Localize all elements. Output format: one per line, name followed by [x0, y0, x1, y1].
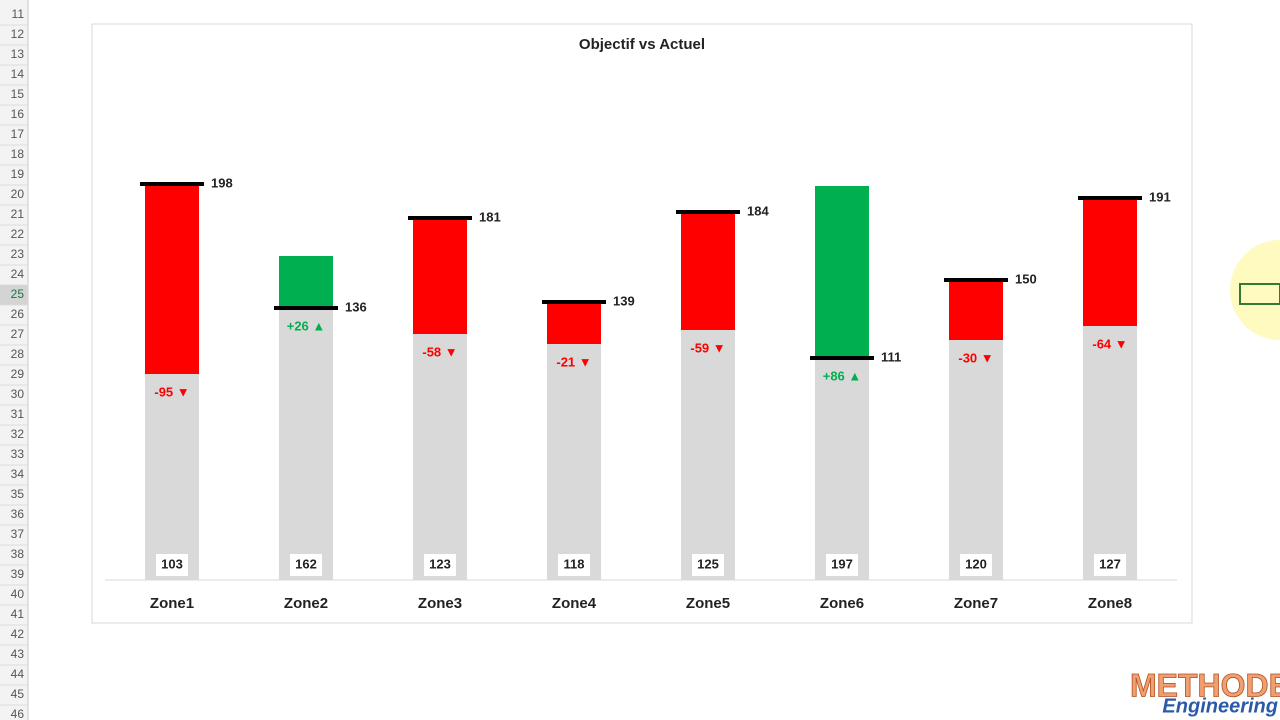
row-number: 28 [11, 347, 25, 361]
target-label: 191 [1149, 189, 1171, 204]
row-number: 20 [11, 187, 25, 201]
x-tick-label: Zone7 [954, 595, 998, 612]
logo-title: METHODES [1130, 667, 1280, 703]
actual-label: 197 [831, 556, 853, 571]
x-tick-label: Zone4 [552, 595, 597, 612]
actual-bar [145, 374, 199, 580]
variance-bar [815, 186, 869, 358]
row-number: 18 [11, 147, 25, 161]
x-tick-label: Zone6 [820, 595, 864, 612]
row-number: 34 [11, 467, 25, 481]
actual-label-box [290, 554, 322, 576]
actual-label-box [692, 554, 724, 576]
row-number: 12 [11, 27, 25, 41]
x-tick-label: Zone1 [150, 595, 194, 612]
row-number: 22 [11, 227, 25, 241]
row-number: 36 [11, 507, 25, 521]
x-tick-label: Zone5 [686, 595, 730, 612]
row-number: 31 [11, 407, 25, 421]
target-label: 181 [479, 209, 501, 224]
variance-bar [279, 256, 333, 308]
x-tick-label: Zone2 [284, 595, 328, 612]
row-number: 21 [11, 207, 25, 221]
variance-bar [413, 218, 467, 334]
row-number: 40 [11, 587, 25, 601]
row-number: 19 [11, 167, 25, 181]
actual-label: 125 [697, 556, 719, 571]
actual-label: 103 [161, 556, 183, 571]
x-tick-label: Zone3 [418, 595, 462, 612]
row-number: 13 [11, 47, 25, 61]
chart-title: Objectif vs Actuel [579, 36, 705, 53]
variance-label: +86 ▲ [823, 368, 862, 383]
actual-bar [949, 340, 1003, 580]
selected-cell [1239, 283, 1280, 305]
x-tick-label: Zone8 [1088, 595, 1132, 612]
variance-label: -59 ▼ [690, 340, 725, 355]
row-number: 46 [11, 707, 25, 720]
actual-bar [1083, 326, 1137, 580]
actual-label: 120 [965, 556, 987, 571]
row-number: 24 [11, 267, 25, 281]
row-number: 41 [11, 607, 25, 621]
row-number: 33 [11, 447, 25, 461]
row-number: 27 [11, 327, 25, 341]
row-number: 30 [11, 387, 25, 401]
variance-bar [681, 212, 735, 330]
row-number: 17 [11, 127, 25, 141]
row-number: 32 [11, 427, 25, 441]
actual-label-box [558, 554, 590, 576]
row-number: 11 [12, 7, 25, 21]
row-number: 15 [11, 87, 25, 101]
variance-label: -64 ▼ [1092, 336, 1127, 351]
row-number: 43 [11, 647, 25, 661]
actual-bar [681, 330, 735, 580]
row-number: 45 [11, 687, 25, 701]
variance-label: +26 ▲ [287, 318, 326, 333]
target-label: 184 [747, 203, 769, 218]
row-number: 16 [11, 107, 25, 121]
actual-label-box [156, 554, 188, 576]
actual-label: 118 [564, 556, 585, 571]
actual-label: 162 [295, 556, 317, 571]
variance-label: -30 ▼ [958, 350, 993, 365]
actual-label: 123 [429, 556, 451, 571]
row-number: 26 [11, 307, 25, 321]
actual-label: 127 [1099, 556, 1121, 571]
variance-label: -21 ▼ [556, 354, 591, 369]
target-label: 150 [1015, 271, 1037, 286]
target-label: 139 [613, 293, 635, 308]
variance-bar [949, 280, 1003, 340]
active-row-header [0, 285, 28, 305]
row-number: 44 [11, 667, 25, 681]
actual-bar [547, 344, 601, 580]
actual-label-box [960, 554, 992, 576]
target-label: 111 [881, 349, 901, 364]
actual-bar [413, 334, 467, 580]
variance-label: -58 ▼ [422, 344, 457, 359]
row-number: 14 [11, 67, 25, 81]
row-number: 29 [11, 367, 25, 381]
target-label: 136 [345, 299, 367, 314]
variance-bar [1083, 198, 1137, 326]
cursor-highlight [1230, 240, 1280, 340]
row-number: 25 [11, 287, 25, 301]
row-number: 35 [11, 487, 25, 501]
chart-frame [91, 23, 1193, 624]
target-label: 198 [211, 175, 233, 190]
variance-bar [547, 302, 601, 344]
row-number: 38 [11, 547, 25, 561]
row-number: 23 [11, 247, 25, 261]
row-number: 37 [11, 527, 25, 541]
actual-label-box [826, 554, 858, 576]
actual-label-box [1094, 554, 1126, 576]
row-number: 42 [11, 627, 25, 641]
variance-bar [145, 184, 199, 374]
row-number: 39 [11, 567, 25, 581]
logo-subtitle: Engineering [1162, 695, 1278, 717]
row-header-column [0, 0, 28, 720]
actual-label-box [424, 554, 456, 576]
variance-label: -95 ▼ [154, 384, 189, 399]
